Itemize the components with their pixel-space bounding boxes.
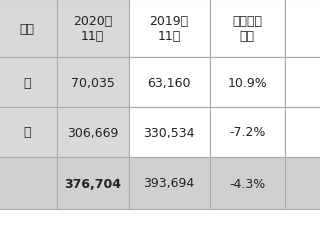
Bar [57, 157, 129, 209]
Text: 전년동월
대비: 전년동월 대비 [232, 15, 262, 43]
Bar [210, 108, 285, 157]
Text: 376,704: 376,704 [64, 177, 121, 190]
Text: -4.3%: -4.3% [229, 177, 266, 190]
Text: 2019년
11월: 2019년 11월 [149, 15, 189, 43]
Text: 구분: 구분 [19, 22, 34, 35]
Bar [285, 108, 320, 157]
Bar [285, 0, 320, 58]
Bar [0, 0, 57, 58]
Bar [210, 0, 285, 58]
Text: 70,035: 70,035 [71, 76, 115, 89]
Bar [57, 0, 129, 58]
Text: -7.2%: -7.2% [229, 126, 266, 139]
Bar [129, 0, 210, 58]
Bar [57, 58, 129, 108]
Bar [0, 58, 57, 108]
Bar [129, 58, 210, 108]
Text: 330,534: 330,534 [143, 126, 195, 139]
Text: 393,694: 393,694 [144, 177, 195, 190]
Bar [57, 108, 129, 157]
Text: 시: 시 [23, 126, 30, 139]
Bar [129, 157, 210, 209]
Text: 내: 내 [23, 76, 30, 89]
Bar [285, 58, 320, 108]
Bar [285, 157, 320, 209]
Bar [0, 157, 57, 209]
Bar [129, 108, 210, 157]
Text: 306,669: 306,669 [67, 126, 118, 139]
Bar [0, 108, 57, 157]
Text: 2020년
11월: 2020년 11월 [73, 15, 112, 43]
Text: 63,160: 63,160 [148, 76, 191, 89]
Bar [210, 157, 285, 209]
Bar [210, 58, 285, 108]
Text: 10.9%: 10.9% [228, 76, 267, 89]
